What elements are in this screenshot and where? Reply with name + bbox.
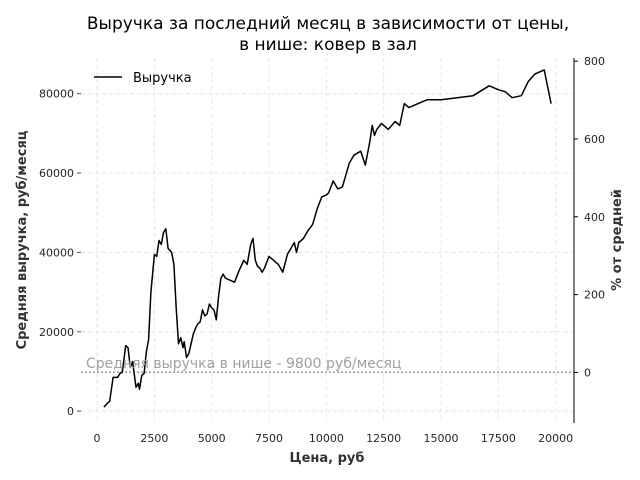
reference-line-label: Средняя выручка в нише - 9800 руб/месяц xyxy=(86,356,401,372)
chart-title-line1: Выручка за последний месяц в зависимости… xyxy=(87,14,569,34)
y-tick-label: 60000 xyxy=(39,167,74,180)
x-tick-label: 15000 xyxy=(424,432,459,445)
legend-label: Выручка xyxy=(133,71,192,86)
x-tick-label: 7500 xyxy=(255,432,283,445)
y2-tick-label: 600 xyxy=(584,133,605,146)
series-line-revenue xyxy=(103,69,552,408)
x-tick-label: 5000 xyxy=(198,432,226,445)
series-group xyxy=(103,69,552,408)
x-tick-label: 0 xyxy=(94,432,101,445)
x-tick-label: 2500 xyxy=(140,432,168,445)
y2-tick-label: 400 xyxy=(584,211,605,224)
y2-tick-label: 0 xyxy=(584,366,591,379)
grid xyxy=(81,58,574,423)
x-tick-label: 10000 xyxy=(309,432,344,445)
y2-axis-title: % от средней xyxy=(610,189,625,291)
y-tick-label: 0 xyxy=(67,405,74,418)
x-axis-title: Цена, руб xyxy=(290,451,365,466)
x-tick-label: 17500 xyxy=(481,432,516,445)
y2-tick-label: 200 xyxy=(584,289,605,302)
y-tick-label: 40000 xyxy=(39,246,74,259)
x-tick-label: 12500 xyxy=(366,432,401,445)
axes xyxy=(77,58,578,423)
legend: Выручка xyxy=(94,71,192,86)
y-tick-label: 20000 xyxy=(39,326,74,339)
tick-labels: 0 2500 5000 7500 10000 12500 15000 17500 20000 0 2… xyxy=(39,55,605,445)
chart-title-line2: в нише: ковер в зал xyxy=(239,35,417,55)
y-tick-label: 80000 xyxy=(39,88,74,101)
x-tick-label: 20000 xyxy=(538,432,573,445)
y-axis-title: Средняя выручка, руб/месяц xyxy=(15,130,30,349)
y2-tick-label: 800 xyxy=(584,55,605,68)
